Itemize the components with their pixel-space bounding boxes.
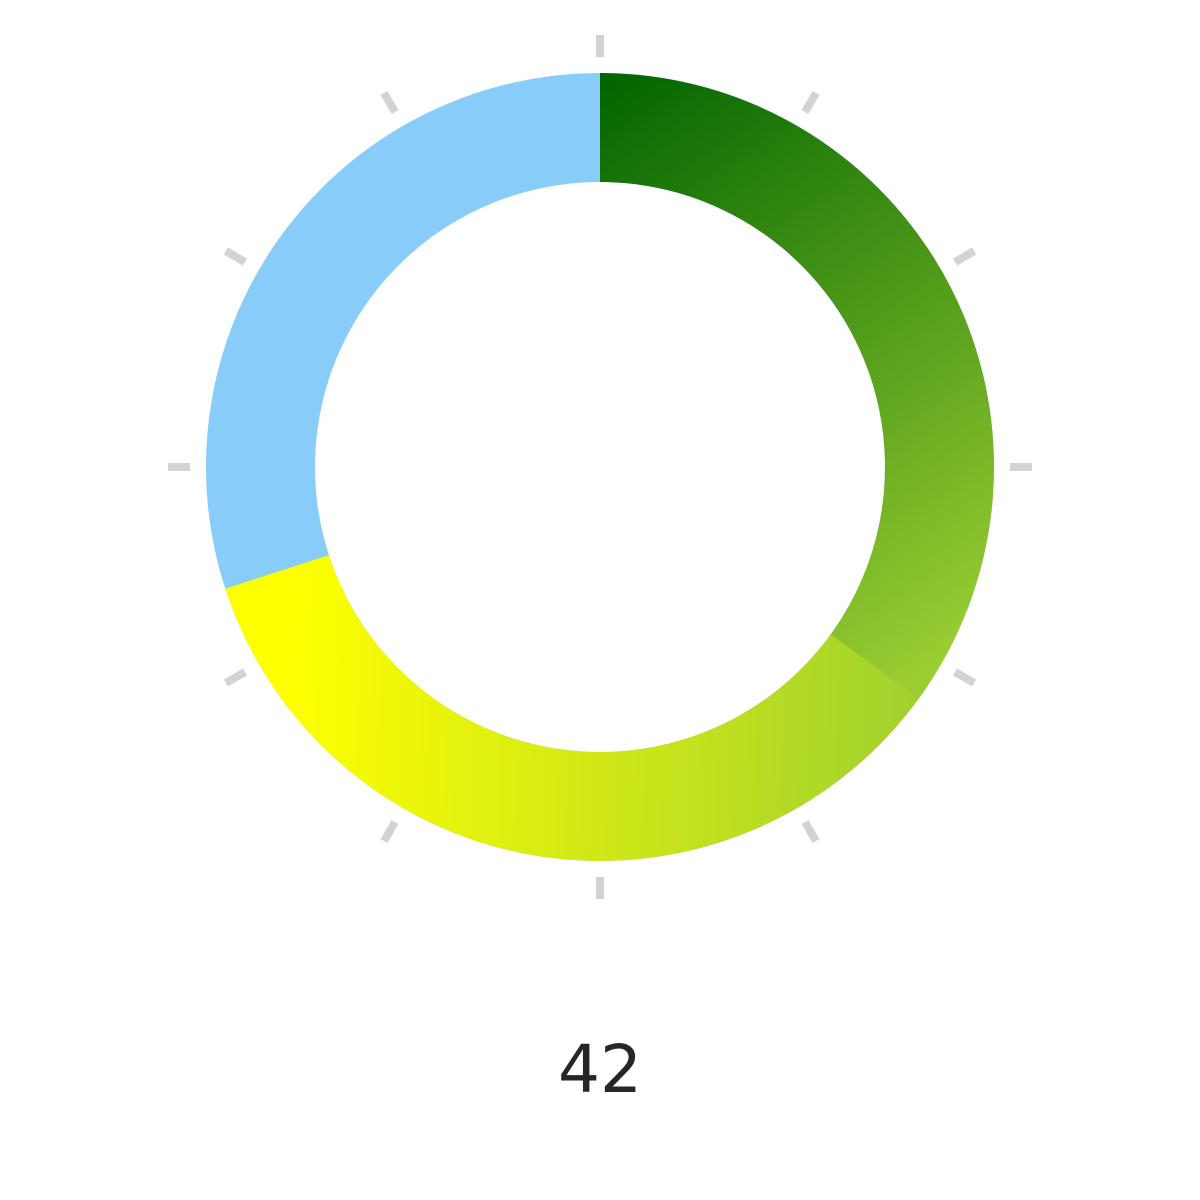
gauge-value-arc-end xyxy=(225,555,919,861)
gauge-value-arc-start xyxy=(600,73,994,702)
gauge-tick xyxy=(223,668,247,687)
gauge-tick xyxy=(953,247,977,266)
gauge-tick xyxy=(223,247,247,266)
gauge-tick xyxy=(953,668,977,687)
gauge-tick xyxy=(801,90,820,114)
gauge-value-label: 42 xyxy=(558,1031,642,1108)
gauge-tick xyxy=(801,820,820,844)
gauge-tick xyxy=(380,90,399,114)
gauge-tick xyxy=(380,820,399,844)
gauge-ticks xyxy=(168,35,1032,899)
